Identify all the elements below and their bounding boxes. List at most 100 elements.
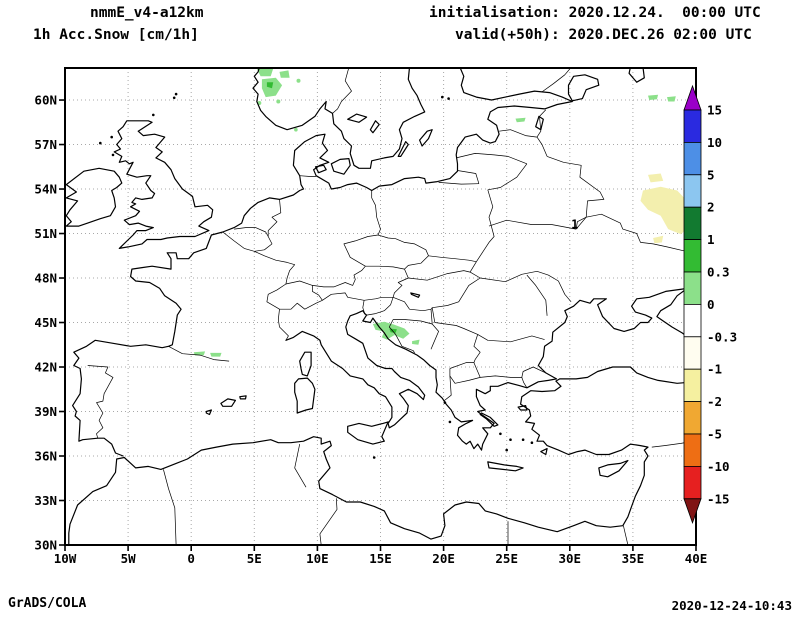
border-path [473, 334, 481, 363]
border-path [277, 309, 289, 341]
coastline-path [285, 310, 426, 429]
colorbar-label: 1 [707, 232, 715, 247]
x-axis-tick-label: 25E [495, 551, 518, 566]
border-path [575, 213, 696, 255]
x-axis-tick-label: 10W [54, 551, 77, 566]
islet-dot [174, 92, 178, 96]
border-path [526, 274, 548, 316]
y-axis-tick-label: 39N [34, 404, 57, 419]
border-path [521, 377, 528, 388]
border-path [546, 156, 605, 230]
colorbar-label: -10 [707, 459, 730, 474]
border-path [222, 231, 296, 285]
border-path [364, 296, 394, 301]
islet-dot [505, 448, 509, 452]
border-path [266, 280, 323, 310]
border-path [294, 444, 307, 488]
snow-shading [193, 68, 691, 357]
island-outline [294, 377, 316, 414]
colorbar-segment [683, 271, 702, 305]
valid-time-label: valid(+50h): 2020.DEC.26 02:00 UTC [455, 27, 752, 43]
colorbar-segment [683, 465, 702, 500]
x-axis-tick-label: 40E [685, 551, 708, 566]
border-path [480, 366, 546, 378]
islet-dot [372, 456, 376, 459]
snow-patch-russia-w-b [648, 173, 664, 183]
island-outline [239, 395, 247, 400]
island-outline [314, 164, 327, 174]
island-outline [347, 113, 368, 123]
snow-patch-pyrenees-a [193, 351, 206, 356]
border-path [377, 234, 477, 263]
islet-dot [441, 95, 444, 99]
colorbar-label: 15 [707, 103, 722, 118]
y-axis-tick-label: 45N [34, 315, 57, 330]
border-path [163, 469, 177, 545]
island-outline [419, 129, 433, 147]
colorbar-arrow-top [683, 84, 702, 111]
border-path [488, 219, 577, 230]
border-path [447, 271, 481, 306]
islet-dot [443, 401, 447, 404]
grads-brand-label: GrADS/COLA [8, 596, 87, 611]
colorbar-segment [683, 141, 702, 176]
coastline-path [68, 366, 696, 545]
border-path [392, 296, 448, 312]
border-path [480, 270, 572, 303]
border-path [267, 199, 282, 237]
border-path [299, 175, 317, 177]
border-path [392, 268, 409, 298]
island-outline [397, 141, 409, 157]
colorbar-segment [683, 336, 702, 370]
islet-dot [530, 441, 534, 445]
colorbar-segment [683, 433, 702, 467]
border-path [388, 319, 433, 354]
colorbar-label: -1 [707, 362, 722, 377]
border-path [319, 498, 338, 545]
border-path [371, 190, 381, 236]
snow-patch-norway-core [266, 82, 274, 89]
island-outline [347, 421, 389, 445]
island-outline [517, 405, 528, 411]
border-path [322, 292, 366, 314]
border-path [477, 334, 545, 343]
border-path [449, 362, 481, 384]
islet-dot [509, 438, 512, 442]
y-axis-tick-label: 54N [34, 182, 57, 197]
border-path [312, 265, 366, 288]
snow-patch-norway-f [296, 78, 301, 83]
snow-patch-dinaric-b [412, 339, 420, 345]
snow-patch-norway-g [294, 127, 298, 132]
snow-patch-pyrenees-b [210, 352, 222, 357]
island-outline [220, 398, 236, 407]
coastline-path [252, 68, 426, 169]
grid-lines [65, 68, 696, 545]
island-outline [567, 74, 600, 102]
colorbar-label: -0.3 [707, 329, 737, 344]
x-axis-tick-label: 0 [187, 551, 195, 566]
border-path [438, 182, 479, 185]
snow-patch-russia-w-a [640, 186, 691, 235]
y-axis-tick-label: 48N [34, 271, 57, 286]
x-axis-tick-label: 30E [559, 551, 582, 566]
islet-dot [447, 97, 450, 100]
x-axis-tick-label: 10E [306, 551, 329, 566]
contour-label: 1 [571, 217, 578, 231]
border-path [487, 163, 528, 191]
colorbar-segment [683, 401, 702, 435]
coastline-path [628, 68, 645, 83]
border-path [541, 68, 572, 93]
island-outline [410, 292, 421, 298]
colorbar-label: -5 [707, 427, 722, 442]
snow-patch-norway-e [276, 99, 281, 104]
snow-patch-russia-nw-b [667, 96, 676, 102]
border-path [254, 236, 273, 252]
island-outline [369, 120, 380, 134]
snow-patch-norway-c [279, 70, 290, 78]
island-outline [479, 412, 499, 427]
colorbar-segment [683, 303, 702, 338]
colorbar-label: 10 [707, 135, 722, 150]
y-axis-tick-label: 57N [34, 137, 57, 152]
island-outline [113, 120, 214, 249]
